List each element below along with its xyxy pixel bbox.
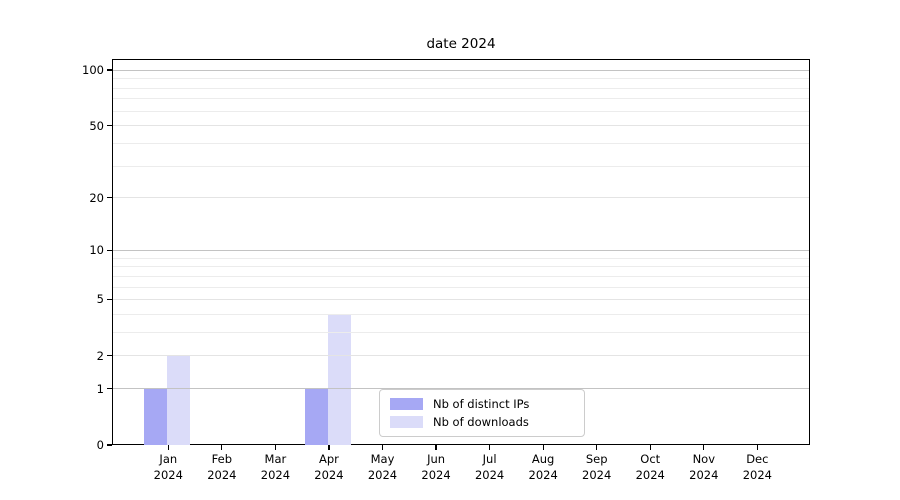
y-tick-label-2: 2 [96, 348, 104, 363]
x-tick-label-9: Oct 2024 [635, 452, 665, 482]
x-tick-11 [756, 445, 758, 450]
x-tick-label-5: Jun 2024 [421, 452, 451, 482]
x-tick-1 [221, 445, 223, 450]
gridline-5 [113, 299, 809, 301]
gridline-minor-4 [113, 313, 809, 315]
x-tick-5 [435, 445, 437, 450]
gridline-minor-80 [113, 87, 809, 89]
gridline-20 [113, 197, 809, 199]
x-tick-label-6: Jul 2024 [474, 452, 505, 482]
bar-distinct-ips-0 [144, 388, 168, 445]
gridline-100 [113, 69, 809, 71]
gridline-minor-90 [113, 78, 809, 80]
x-tick-label-1: Feb 2024 [207, 452, 237, 482]
x-tick-2 [274, 445, 277, 450]
x-tick-label-7: Aug 2024 [528, 452, 558, 482]
gridline-10 [113, 249, 809, 251]
gridline-minor-9 [113, 257, 809, 259]
y-tick-label-50: 50 [89, 118, 104, 133]
y-tick-label-5: 5 [96, 292, 104, 307]
gridline-minor-30 [113, 165, 809, 167]
x-tick-9 [649, 445, 651, 450]
gridline-minor-8 [113, 266, 809, 268]
plot-area: Nb of distinct IPs Nb of downloads [112, 59, 810, 445]
x-tick-10 [703, 445, 705, 450]
x-tick-4 [381, 445, 384, 450]
gridline-minor-40 [113, 142, 809, 144]
gridline-minor-3 [113, 332, 809, 334]
chart-title: date 2024 [426, 36, 496, 52]
x-tick-0 [167, 445, 169, 450]
legend-label-downloads: Nb of downloads [433, 415, 529, 429]
bar-distinct-ips-3 [304, 388, 328, 445]
y-tick-label-1: 1 [96, 381, 104, 396]
x-tick-8 [596, 445, 598, 450]
legend-swatch-downloads [390, 416, 423, 428]
gridline-50 [113, 125, 809, 127]
bar-downloads-0 [167, 355, 191, 445]
x-tick-6 [488, 445, 491, 450]
y-tick-label-10: 10 [89, 243, 104, 258]
bar-downloads-3 [327, 313, 351, 445]
x-tick-7 [542, 445, 544, 450]
legend-item-distinct-ips: Nb of distinct IPs [390, 397, 574, 411]
y-tick-label-20: 20 [89, 190, 104, 205]
gridline-2 [113, 355, 809, 357]
y-tick-label-100: 100 [82, 62, 104, 77]
x-tick-label-10: Nov 2024 [689, 452, 719, 482]
gridline-minor-60 [113, 110, 809, 112]
gridline-minor-70 [113, 98, 809, 100]
x-tick-label-3: Apr 2024 [314, 452, 344, 482]
gridline-minor-7 [113, 275, 809, 277]
x-tick-label-11: Dec 2024 [742, 452, 772, 482]
gridline-minor-6 [113, 286, 809, 288]
x-tick-label-8: Sep 2024 [582, 452, 612, 482]
legend-item-downloads: Nb of downloads [390, 415, 574, 429]
x-tick-3 [328, 445, 330, 450]
x-tick-label-4: May 2024 [367, 452, 398, 482]
gridline-1 [113, 388, 809, 390]
legend-label-distinct-ips: Nb of distinct IPs [433, 397, 530, 411]
legend: Nb of distinct IPs Nb of downloads [379, 389, 585, 437]
x-tick-label-2: Mar 2024 [260, 452, 291, 482]
x-tick-label-0: Jan 2024 [153, 452, 183, 482]
legend-swatch-distinct-ips [390, 398, 423, 410]
y-tick-label-0: 0 [96, 438, 104, 452]
